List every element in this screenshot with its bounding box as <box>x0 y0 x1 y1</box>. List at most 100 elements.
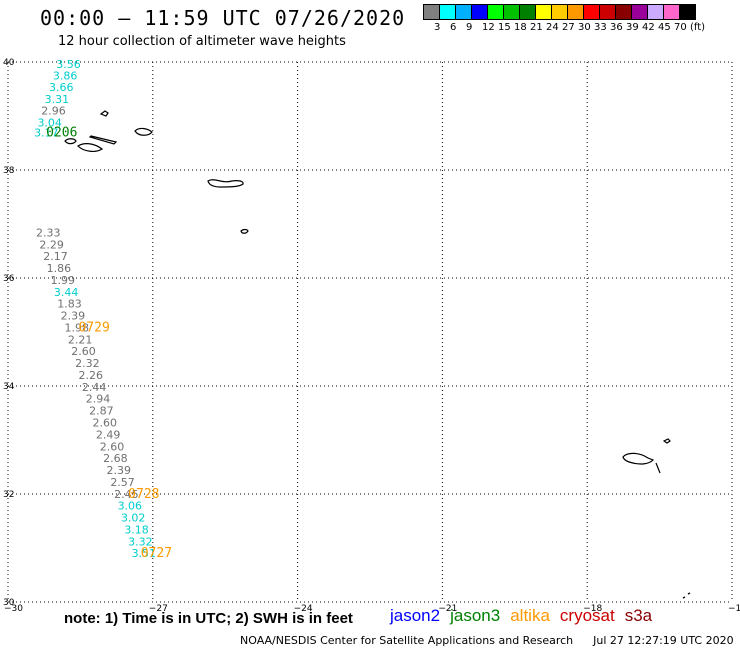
wave-height-label: 3.04 <box>37 116 62 129</box>
wave-height-label: 2.17 <box>43 250 68 263</box>
legend-tick-label: 9 <box>466 22 473 33</box>
color-legend: 3 6 9 12 15 18 21 24 27 30 33 36 39 42 45 70 (ft) <box>423 4 705 33</box>
pass-time-label: 0727 <box>141 546 172 561</box>
legend-tick-label: 70 <box>674 22 687 33</box>
map-subtitle: 12 hour collection of altimeter wave hei… <box>58 34 346 49</box>
lat-tick-label: 30 <box>3 598 15 608</box>
legend-tick-label: 3 <box>434 22 441 33</box>
satellite-label-cryosat: cryosat <box>559 606 615 625</box>
legend-tick-label: 24 <box>546 22 559 33</box>
wave-height-label: 2.60 <box>71 345 96 358</box>
legend-tick-label: 6 <box>450 22 457 33</box>
wave-height-label: 1.86 <box>47 262 72 275</box>
legend-swatches <box>423 4 696 20</box>
lon-tick-label: −24 <box>294 604 313 614</box>
satellite-legend: jason2 jason3 altika cryosat s3a <box>390 606 662 626</box>
wave-height-label: 2.57 <box>110 476 135 489</box>
wave-height-label: 3.31 <box>45 93 69 106</box>
wave-height-label: 3.56 <box>56 58 80 71</box>
legend-tick-label: (ft) <box>690 22 706 33</box>
legend-tick-label: 39 <box>626 22 639 33</box>
note-text: note: 1) Time is in UTC; 2) SWH is in fe… <box>64 610 353 627</box>
lat-tick-label: 36 <box>3 274 15 284</box>
wave-height-label: 2.60 <box>92 417 117 430</box>
satellite-label-jason3: jason3 <box>450 606 501 625</box>
legend-tick-label: 42 <box>642 22 655 33</box>
map-grid <box>7 61 733 603</box>
pass-time-label: 0206 <box>46 126 77 141</box>
islet-desertas <box>655 462 661 474</box>
wave-height-label: 2.49 <box>96 428 121 441</box>
wave-height-label: 3.06 <box>118 500 143 513</box>
pass-time-labels: 0206 0729 0728 0727 <box>46 126 172 562</box>
wave-height-label: 3.86 <box>53 69 78 82</box>
island-faial <box>64 138 77 145</box>
map-title: 00:00 — 11:59 UTC 07/26/2020 <box>40 6 406 30</box>
lon-tick-label: −15 <box>728 604 740 614</box>
legend-tick-label: 36 <box>610 22 623 33</box>
wave-height-readings: 3.563.863.663.312.963.043.17 2.332.292.17… <box>34 58 156 560</box>
island-flores <box>99 110 109 117</box>
lon-tick-label: −21 <box>438 604 457 614</box>
wave-height-label: 2.32 <box>75 357 100 370</box>
satellite-label-altika: altika <box>510 606 550 625</box>
satellite-label-s3a: s3a <box>624 606 653 625</box>
wave-height-label: 2.45 <box>114 488 139 501</box>
footer: NOAA/NESDIS Center for Satellite Applica… <box>240 634 734 647</box>
lat-tick-label: 34 <box>3 382 15 392</box>
wave-height-label: 2.21 <box>68 333 93 346</box>
legend-tick-label: 21 <box>530 22 543 33</box>
lon-tick-label: −27 <box>149 604 168 614</box>
legend-tick-label: 30 <box>578 22 591 33</box>
lon-tick-label: −18 <box>583 604 602 614</box>
wave-height-label: 2.68 <box>103 452 128 465</box>
timestamp-text: Jul 27 12:27:19 UTC 2020 <box>593 634 734 647</box>
pass-time-label: 0728 <box>128 487 159 502</box>
pass-time-label: 0729 <box>78 320 109 335</box>
wave-height-label: 3.17 <box>34 127 59 140</box>
legend-swatch <box>679 4 696 20</box>
legend-tick-label: 15 <box>498 22 511 33</box>
wave-height-label: 1.98 <box>64 321 89 334</box>
wave-height-label: 3.66 <box>49 81 74 94</box>
islet-selvagens <box>682 592 691 599</box>
legend-tick-label: 27 <box>562 22 575 33</box>
wave-height-label: 2.60 <box>100 440 125 453</box>
wave-height-label: 3.18 <box>124 523 148 536</box>
wave-height-label: 2.29 <box>39 238 64 251</box>
coastlines <box>64 110 691 599</box>
legend-tick-label: 18 <box>514 22 527 33</box>
wave-height-label: 2.87 <box>89 405 114 418</box>
wave-height-label: 2.33 <box>36 226 61 239</box>
legend-tick-label: 33 <box>594 22 607 33</box>
credit-text: NOAA/NESDIS Center for Satellite Applica… <box>240 634 574 647</box>
island-sao-miguel <box>207 179 244 188</box>
island-sao-jorge <box>88 135 118 145</box>
wave-height-label: 3.32 <box>128 535 153 548</box>
lat-tick-label: 38 <box>3 166 15 176</box>
wave-height-label: 2.44 <box>82 381 107 394</box>
island-terceira <box>134 127 153 136</box>
axis-labels: −30 −27 −24 −21 −18 −15 40 38 36 34 32 30 <box>3 58 740 614</box>
island-porto-santo <box>662 438 671 444</box>
island-pico <box>77 143 104 152</box>
satellite-label-jason2: jason2 <box>390 606 441 625</box>
lat-tick-label: 40 <box>3 58 15 68</box>
wave-height-label: 3.02 <box>121 512 146 525</box>
lat-tick-label: 32 <box>3 490 14 500</box>
wave-height-label: 1.83 <box>57 298 81 311</box>
wave-height-label: 2.26 <box>78 369 103 382</box>
wave-height-label: 2.39 <box>106 464 130 477</box>
legend-tick-label: 45 <box>658 22 671 33</box>
wave-height-label: 3.44 <box>54 286 79 299</box>
legend-tick-labels: 3 6 9 12 15 18 21 24 27 30 33 36 39 42 45 70 (ft) <box>423 22 740 36</box>
wave-height-label: 3.51 <box>132 547 157 560</box>
wave-height-label: 1.99 <box>50 274 75 287</box>
wave-height-label: 2.96 <box>41 104 66 117</box>
wave-height-label: 2.39 <box>61 310 86 323</box>
wave-height-label: 2.94 <box>86 393 111 406</box>
island-santa-maria <box>240 228 249 234</box>
lon-tick-label: −30 <box>4 604 23 614</box>
legend-tick-label: 12 <box>482 22 495 33</box>
